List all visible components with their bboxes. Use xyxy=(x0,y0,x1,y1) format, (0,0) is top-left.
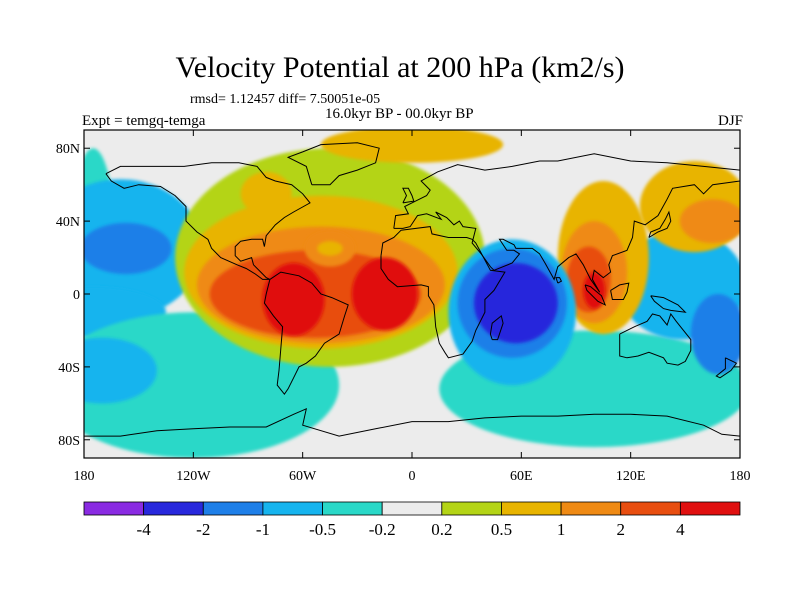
y-tick-label-1: 40N xyxy=(56,215,80,230)
africa-coast xyxy=(380,226,506,359)
x-tick-label-1: 120W xyxy=(176,469,211,484)
borneo-coast xyxy=(610,282,630,300)
eurasia-coast xyxy=(393,153,740,293)
x-tick-label-2: 60W xyxy=(289,469,317,484)
x-tick-label-3: 0 xyxy=(409,469,416,484)
x-tick-label-0: 180 xyxy=(74,469,95,484)
antarctica-coast xyxy=(84,407,740,437)
colorbar-swatch-1 xyxy=(143,501,204,516)
japan-coast xyxy=(648,210,672,238)
colorbar-swatch-0 xyxy=(83,501,145,516)
x-tick-label-5: 120E xyxy=(616,469,646,484)
stats-label: rmsd= 1.12457 diff= 7.50051e-05 xyxy=(190,92,381,107)
greenland-coast xyxy=(286,142,380,186)
y-tick-label-0: 80N xyxy=(56,142,80,157)
colorbar-swatch-2 xyxy=(202,501,264,516)
y-tick-label-3: 40S xyxy=(58,361,80,376)
colorbar-swatch-4 xyxy=(322,501,383,516)
colorbar-label-4: -0.2 xyxy=(369,520,396,539)
colorbar-label-5: 0.2 xyxy=(431,520,452,539)
colorbar-label-3: -0.5 xyxy=(309,520,336,539)
contour-region-5 xyxy=(84,337,157,404)
colorbar-swatch-8 xyxy=(560,501,622,516)
sri-lanka-coast xyxy=(555,277,563,284)
period-label: 16.0kyr BP - 00.0kyr BP xyxy=(325,106,474,122)
south-america-coast xyxy=(263,271,349,396)
axis-ticks: 180 120W 60W 0 60E 120E 180 80N 40N 0 40S 80S xyxy=(56,130,751,484)
colorbar: -4 -2 -1 -0.5 -0.2 0.2 0.5 1 2 4 xyxy=(83,501,741,539)
north-america-coast xyxy=(105,162,311,280)
colorbar-swatch-3 xyxy=(262,501,323,516)
contour-field xyxy=(84,130,740,458)
contour-region-8 xyxy=(690,294,740,375)
x-tick-label-6: 180 xyxy=(730,469,751,484)
y-tick-label-2: 0 xyxy=(73,288,80,303)
colorbar-label-7: 1 xyxy=(557,520,566,539)
new-zealand-coast xyxy=(715,357,738,379)
x-tick-label-4: 60E xyxy=(510,469,533,484)
colorbar-swatch-7 xyxy=(501,501,562,516)
experiment-label: Expt = temgq-temga xyxy=(82,113,206,129)
contour-region-17 xyxy=(320,130,504,163)
new-guinea-coast xyxy=(650,295,687,313)
colorbar-label-8: 2 xyxy=(616,520,625,539)
australia-coast xyxy=(619,312,692,366)
coastlines xyxy=(84,142,740,437)
contour-region-2 xyxy=(84,222,172,274)
contour-region-27 xyxy=(473,263,558,344)
sumatra-coast xyxy=(584,284,607,306)
colorbar-label-6: 0.5 xyxy=(491,520,512,539)
contour-region-16 xyxy=(317,241,343,256)
contour-region-20 xyxy=(679,199,740,243)
colorbar-label-2: -1 xyxy=(256,520,270,539)
contour-region-14 xyxy=(351,257,418,331)
colorbar-swatch-6 xyxy=(441,501,502,516)
colorbar-label-0: -4 xyxy=(137,520,152,539)
season-label: DJF xyxy=(717,113,743,129)
madagascar-coast xyxy=(489,315,504,341)
colorbar-swatch-9 xyxy=(620,501,681,516)
y-tick-label-4: 80S xyxy=(58,434,80,449)
colorbar-swatch-5 xyxy=(381,501,443,516)
chart-title: Velocity Potential at 200 hPa (km2/s) xyxy=(175,51,625,84)
colorbar-label-9: 4 xyxy=(676,520,685,539)
contour-region-13 xyxy=(262,263,325,336)
uk-coast xyxy=(402,187,415,204)
colorbar-swatch-10 xyxy=(679,501,741,516)
contour-region-18 xyxy=(240,171,292,216)
colorbar-label-1: -2 xyxy=(196,520,210,539)
